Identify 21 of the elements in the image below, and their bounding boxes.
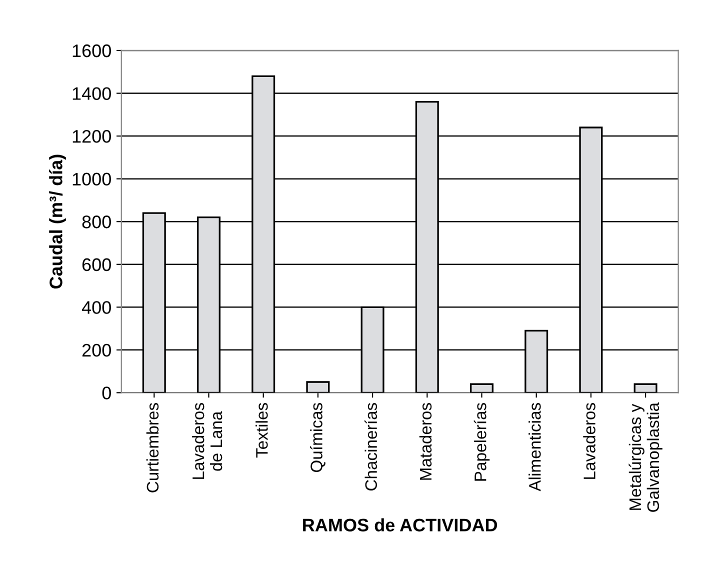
x-tick-label: Lavaderos — [583, 403, 596, 479]
x-tick-label: Papelerías — [474, 403, 490, 481]
y-tick-label: 200 — [82, 344, 111, 357]
y-tick-label: 400 — [82, 301, 111, 314]
y-tick-label: 1400 — [72, 87, 111, 100]
x-tick-label: Chacinerías — [364, 403, 378, 491]
y-axis-title: Caudal (m³/ día) — [48, 154, 66, 289]
x-tick-label: Químicas — [310, 403, 326, 472]
x-tick-label: Lavaderos de Lana — [192, 403, 222, 479]
y-tick-label: 600 — [82, 258, 111, 272]
x-tick-label: Curtiembres — [146, 403, 159, 492]
y-tick-label: 0 — [102, 386, 111, 400]
y-tick-label: 800 — [82, 216, 111, 228]
y-tick-label: 1200 — [72, 130, 111, 143]
x-axis-title: RAMOS de ACTIVIDAD — [303, 518, 498, 532]
y-tick-label: 1000 — [72, 172, 111, 186]
x-tick-label: Metalúrgicas y Galvanoplastia — [628, 402, 662, 512]
x-tick-label: Textiles — [256, 403, 268, 458]
x-tick-label: Mataderos — [419, 403, 432, 480]
y-tick-label: 1600 — [72, 44, 111, 58]
x-tick-label: Alimenticias — [528, 403, 541, 492]
